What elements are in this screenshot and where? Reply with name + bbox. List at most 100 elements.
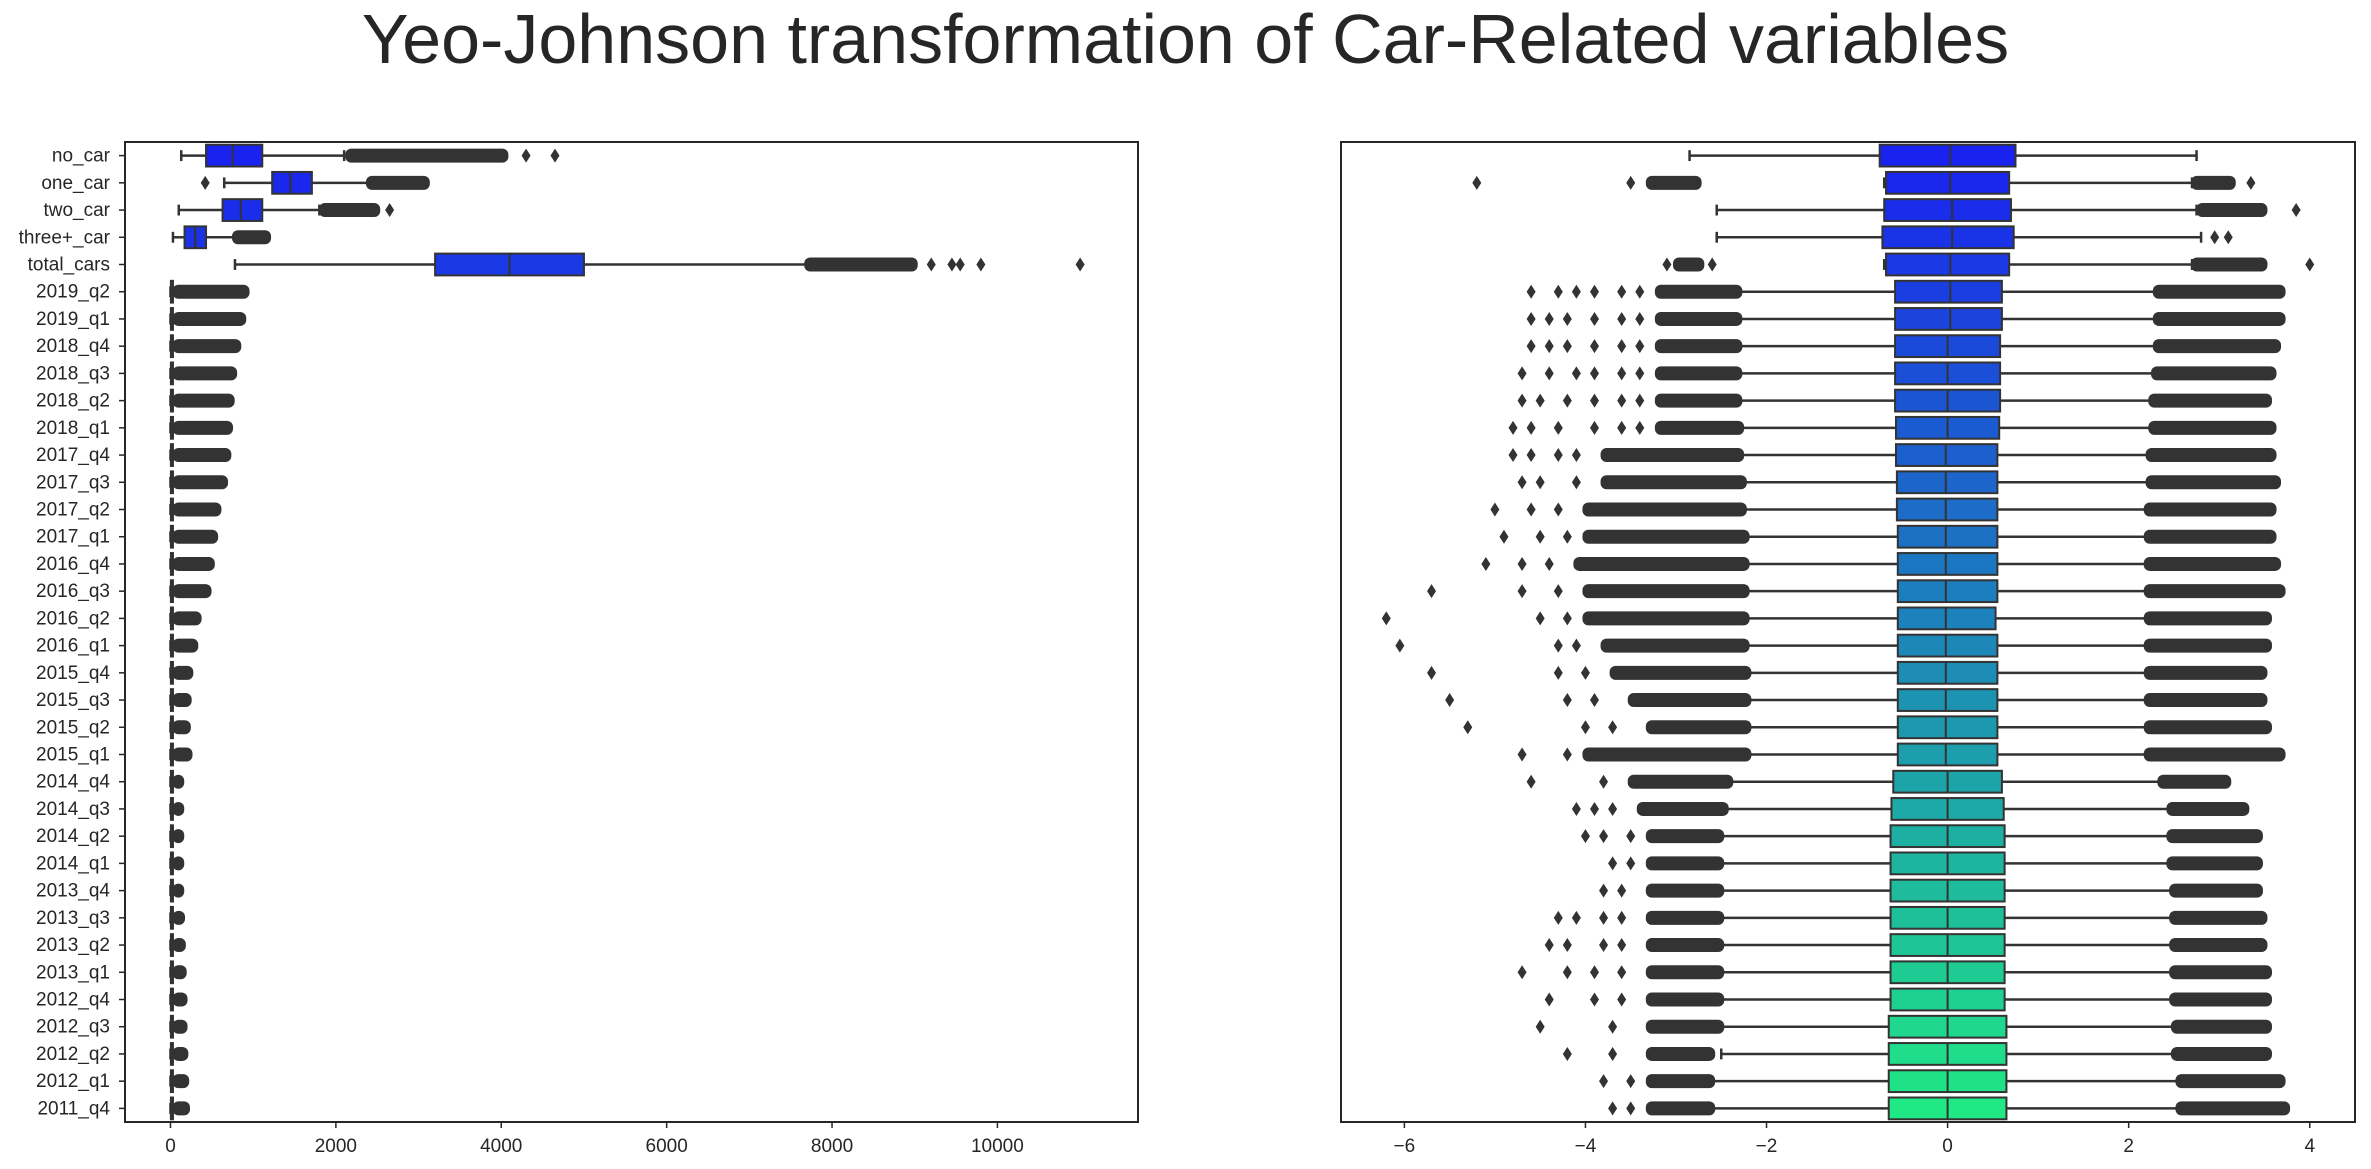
right-axes-frame <box>1340 141 2356 1123</box>
box-right-2017_q2 <box>1490 497 2277 522</box>
box-right-2013_q2 <box>1544 933 2268 957</box>
x-tick-label: 4000 <box>480 1136 522 1157</box>
outlier-band <box>2169 992 2272 1007</box>
outlier-band <box>2143 556 2282 571</box>
outlier-band <box>172 638 199 653</box>
outlier-band <box>2152 339 2282 354</box>
outlier-band <box>2152 311 2286 326</box>
outlier-point <box>1599 1074 1609 1089</box>
outlier-band <box>2169 965 2272 980</box>
outlier-band <box>1654 339 1743 354</box>
outlier-point <box>1395 638 1405 653</box>
box-right-2015_q4 <box>1427 660 2268 685</box>
outlier-point <box>1599 883 1609 898</box>
x-tick-label: −6 <box>1394 1136 1416 1157</box>
outlier-band <box>2143 747 2286 762</box>
outlier-band <box>172 529 219 544</box>
x-tick-label: 8000 <box>811 1136 853 1157</box>
outlier-point <box>1535 611 1545 626</box>
box-left-three+_car <box>171 225 272 250</box>
outlier-point <box>1590 339 1599 354</box>
y-tick-label: 2014_q4 <box>36 772 110 793</box>
box-left-2017_q2 <box>169 497 222 522</box>
box-right-2014_q4 <box>1526 769 2232 794</box>
outlier-band <box>1672 257 1705 272</box>
outlier-band <box>1654 284 1743 299</box>
outlier-band <box>172 1101 191 1116</box>
right-x-axis: −6 −4 −2 0 2 4 <box>1394 1122 2315 1157</box>
box-left-2013_q2 <box>169 933 186 957</box>
outlier-point <box>1590 393 1599 408</box>
box-left-no_car <box>179 143 560 168</box>
outlier-band <box>1582 584 1750 599</box>
outlier-point <box>1075 257 1085 272</box>
y-tick-label: 2016_q2 <box>36 608 110 629</box>
outlier-point <box>1499 529 1509 544</box>
y-tick-label: one_car <box>41 173 110 194</box>
outlier-point <box>1617 393 1627 408</box>
box-iqr <box>1885 252 2011 277</box>
outlier-point <box>1590 311 1599 326</box>
outlier-point <box>926 257 936 272</box>
figure-title: Yeo-Johnson transformation of Car-Relate… <box>361 0 2010 78</box>
y-tick-label: no_car <box>52 146 111 167</box>
outlier-band <box>2170 1046 2272 1061</box>
outlier-band <box>2145 475 2282 490</box>
outlier-band <box>2166 829 2263 844</box>
outlier-point <box>1562 693 1572 708</box>
outlier-point <box>1427 584 1437 599</box>
y-tick-label: 2012_q4 <box>36 990 110 1011</box>
outlier-band <box>2143 502 2277 517</box>
outlier-band <box>2169 938 2268 953</box>
left-x-axis: 0 2000 4000 6000 8000 10000 <box>165 1122 1024 1157</box>
x-tick-label: 0 <box>165 1136 176 1157</box>
box-left-2016_q2 <box>169 606 202 631</box>
outlier-band <box>1654 420 1745 435</box>
box-iqr <box>1896 660 1999 685</box>
box-right-total_cars <box>1662 252 2315 277</box>
left-y-tick-labels: no_car one_car two_car three+_car total_cars… <box>19 146 125 1119</box>
box-left-2012_q4 <box>169 987 188 1012</box>
box-iqr <box>1896 715 1999 740</box>
outlier-point <box>1626 1074 1636 1089</box>
outlier-band <box>172 883 185 898</box>
box-right-2012_q1 <box>1599 1069 2286 1094</box>
box-left-2017_q4 <box>169 443 232 467</box>
outlier-point <box>1553 584 1563 599</box>
box-right-2014_q3 <box>1571 797 2250 821</box>
outlier-point <box>1608 720 1618 735</box>
box-left-2019_q2 <box>169 279 250 304</box>
outlier-band <box>172 502 222 517</box>
outlier-band <box>2151 366 2277 381</box>
box-iqr <box>1896 742 1999 767</box>
box-iqr <box>1895 470 1999 495</box>
box-left-2012_q3 <box>169 1014 188 1039</box>
outlier-point <box>955 257 965 272</box>
box-left-2019_q1 <box>169 307 247 331</box>
outlier-point <box>1617 965 1627 980</box>
box-right-2013_q3 <box>1553 905 2268 930</box>
x-tick-label: 6000 <box>646 1136 688 1157</box>
left-axes-frame <box>124 141 1139 1123</box>
outlier-band <box>2145 448 2277 463</box>
outlier-point <box>1526 339 1536 354</box>
outlier-point <box>1617 339 1627 354</box>
outlier-band <box>1582 611 1750 626</box>
outlier-point <box>1535 393 1545 408</box>
outlier-band <box>1645 910 1725 925</box>
outlier-band <box>1645 1019 1725 1034</box>
box-iqr <box>1896 524 1999 549</box>
box-right-2012_q2 <box>1562 1042 2272 1066</box>
outlier-band <box>172 611 202 626</box>
outlier-band <box>172 938 186 953</box>
box-right-2016_q1 <box>1395 633 2272 658</box>
outlier-band <box>1627 774 1734 789</box>
outlier-band <box>2157 774 2232 789</box>
outlier-band <box>172 774 185 789</box>
outlier-band <box>172 693 192 708</box>
outlier-point <box>1617 992 1627 1007</box>
y-tick-label: 2012_q3 <box>36 1017 110 1038</box>
y-tick-label: 2018_q2 <box>36 391 110 412</box>
outlier-band <box>172 856 185 871</box>
